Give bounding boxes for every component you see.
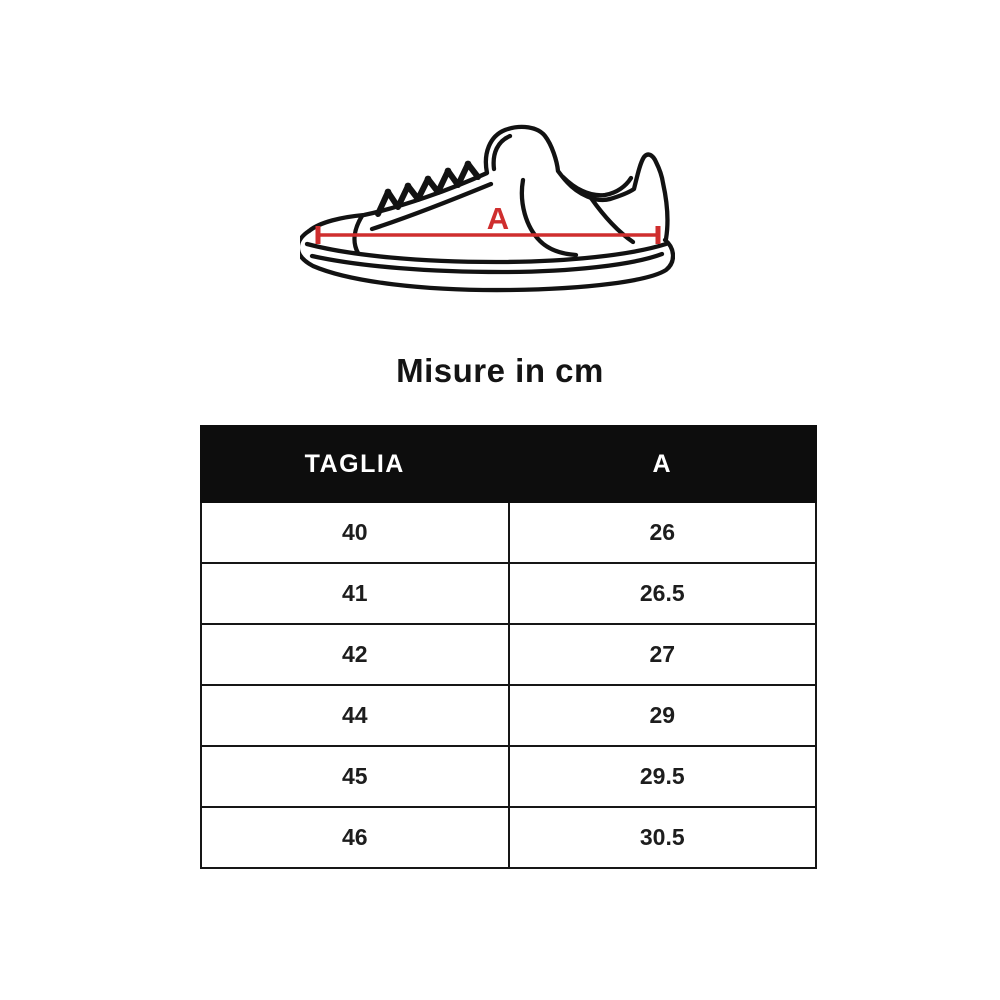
table-row: 46 30.5	[200, 806, 817, 869]
shoe-heel-seam	[588, 195, 636, 245]
size-table: TAGLIA A 40 26 41 26.5 42 27 44 29 45 29.5 46 30.5	[200, 425, 817, 869]
lace-eyelet-dot	[404, 182, 412, 190]
shoe-sole-mid-line	[309, 251, 665, 275]
size-cell: 46	[200, 806, 510, 869]
column-header-a: A	[507, 425, 817, 503]
table-row: 41 26.5	[200, 562, 817, 625]
measurement-cell: 26	[507, 501, 817, 564]
table-row: 40 26	[200, 501, 817, 564]
size-table-body: 40 26 41 26.5 42 27 44 29 45 29.5 46 30.5	[200, 501, 817, 869]
lace-eyelet-dot	[444, 167, 452, 175]
size-cell: 45	[200, 745, 510, 808]
table-row: 42 27	[200, 623, 817, 686]
measurement-cell: 30.5	[507, 806, 817, 869]
table-row: 45 29.5	[200, 745, 817, 808]
measurement-cell: 26.5	[507, 562, 817, 625]
measurement-cell: 29	[507, 684, 817, 747]
shoe-collar-line	[560, 174, 634, 198]
measurement-cell: 29.5	[507, 745, 817, 808]
size-table-head: TAGLIA A	[200, 425, 817, 503]
measurement-cell: 27	[507, 623, 817, 686]
page-title: Misure in cm	[396, 352, 604, 389]
shoe-sole-outline	[300, 228, 675, 293]
size-cell: 42	[200, 623, 510, 686]
size-cell: 41	[200, 562, 510, 625]
table-header-row: TAGLIA A	[200, 425, 817, 503]
measurement-annotation: A	[315, 201, 661, 244]
lace-eyelet-dot	[384, 188, 392, 196]
shoe-eyestay-line	[369, 181, 494, 232]
shoe-quarter-seam	[519, 177, 579, 258]
lace-eyelet-dot	[424, 175, 432, 183]
shoe-sole-top-line	[304, 241, 669, 265]
lace-eyelet-dot	[464, 160, 472, 168]
table-row: 44 29	[200, 684, 817, 747]
shoe-outline-drawing	[300, 124, 675, 293]
measurement-label: A	[487, 201, 509, 236]
shoe-diagram: A	[300, 124, 675, 293]
size-cell: 44	[200, 684, 510, 747]
column-header-taglia: TAGLIA	[200, 425, 510, 503]
shoe-tongue-line	[491, 133, 513, 172]
size-cell: 40	[200, 501, 510, 564]
